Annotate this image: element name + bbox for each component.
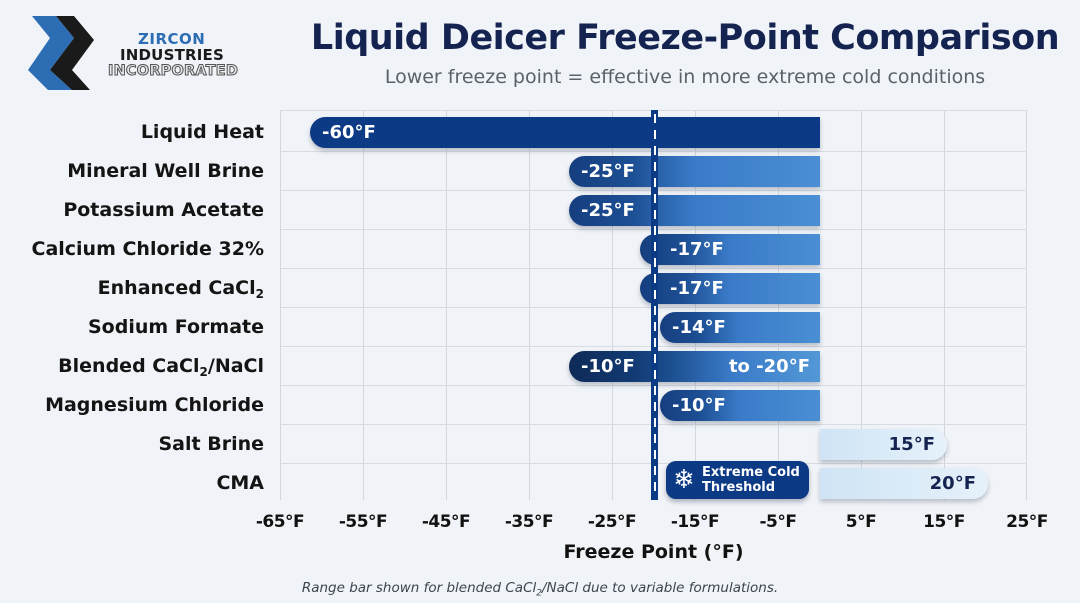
snowflake-icon: ❄ — [673, 465, 695, 495]
x-tick: -65°F — [255, 512, 305, 532]
gridline — [778, 110, 779, 500]
category-label: Enhanced CaCl2 — [97, 277, 264, 301]
logo-line-incorporated: INCORPORATED — [107, 63, 239, 79]
bar-mineral-well-brine: -25°F — [569, 156, 820, 187]
chart-subtitle: Lower freeze point = effective in more e… — [384, 66, 986, 88]
gridline — [944, 110, 945, 500]
category-label: Magnesium Chloride — [45, 394, 264, 416]
logo-line-industries: INDUSTRIES — [120, 46, 224, 64]
x-tick: -45°F — [421, 512, 471, 532]
gridline — [1026, 110, 1027, 500]
footnote: Range bar shown for blended CaCl2/NaCl d… — [301, 580, 779, 599]
x-tick: 5°F — [845, 512, 877, 532]
extreme-cold-threshold-line — [651, 110, 658, 500]
bar-enhanced-cacl2: -17°F — [640, 273, 820, 304]
threshold-label-line2: Threshold — [702, 480, 776, 495]
x-axis-label: Freeze Point (°F) — [563, 541, 744, 563]
bar-liquid-heat: -60°F — [310, 117, 820, 148]
x-tick: -35°F — [504, 512, 554, 532]
bar-salt-brine: 15°F — [820, 429, 947, 460]
bar-potassium-acetate: -25°F — [569, 195, 820, 226]
gridline — [695, 110, 696, 500]
category-label: Salt Brine — [158, 433, 265, 455]
x-tick: 25°F — [1006, 512, 1048, 532]
chevron-z-logo-icon — [28, 16, 94, 90]
chart-title: Liquid Deicer Freeze-Point Comparison — [310, 18, 1060, 58]
category-label: Potassium Acetate — [63, 199, 264, 221]
threshold-label-line1: Extreme Cold — [702, 465, 800, 480]
x-tick: -55°F — [338, 512, 388, 532]
x-tick: 15°F — [923, 512, 965, 532]
gridline — [446, 110, 447, 500]
bar-sodium-formate: -14°F — [660, 312, 820, 343]
logo-line-zircon: ZIRCON — [138, 30, 206, 48]
category-label: Sodium Formate — [87, 316, 264, 338]
gridline — [529, 110, 530, 500]
category-label: Blended CaCl2/NaCl — [58, 355, 264, 379]
bar-magnesium-chloride: -10°F — [660, 390, 820, 421]
category-label: Calcium Chloride 32% — [31, 238, 265, 260]
gridline — [363, 110, 364, 500]
gridline — [612, 110, 613, 500]
company-logo: ZIRCON INDUSTRIES INCORPORATED — [28, 14, 238, 94]
category-label: Liquid Heat — [140, 121, 264, 143]
gridline — [861, 110, 862, 500]
gridline — [280, 110, 281, 500]
category-label: CMA — [216, 472, 264, 494]
x-tick: -5°F — [759, 512, 798, 532]
bar-cma: 20°F — [820, 468, 988, 499]
category-label: Mineral Well Brine — [67, 160, 264, 182]
bar-calcium-chloride-32: -17°F — [640, 234, 820, 265]
bar-blended-cacl2-nacl-range: -10°F to -20°F — [569, 351, 820, 382]
extreme-cold-threshold-badge: ❄ Extreme Cold Threshold — [666, 461, 809, 499]
x-tick: -25°F — [587, 512, 637, 532]
x-tick: -15°F — [670, 512, 720, 532]
